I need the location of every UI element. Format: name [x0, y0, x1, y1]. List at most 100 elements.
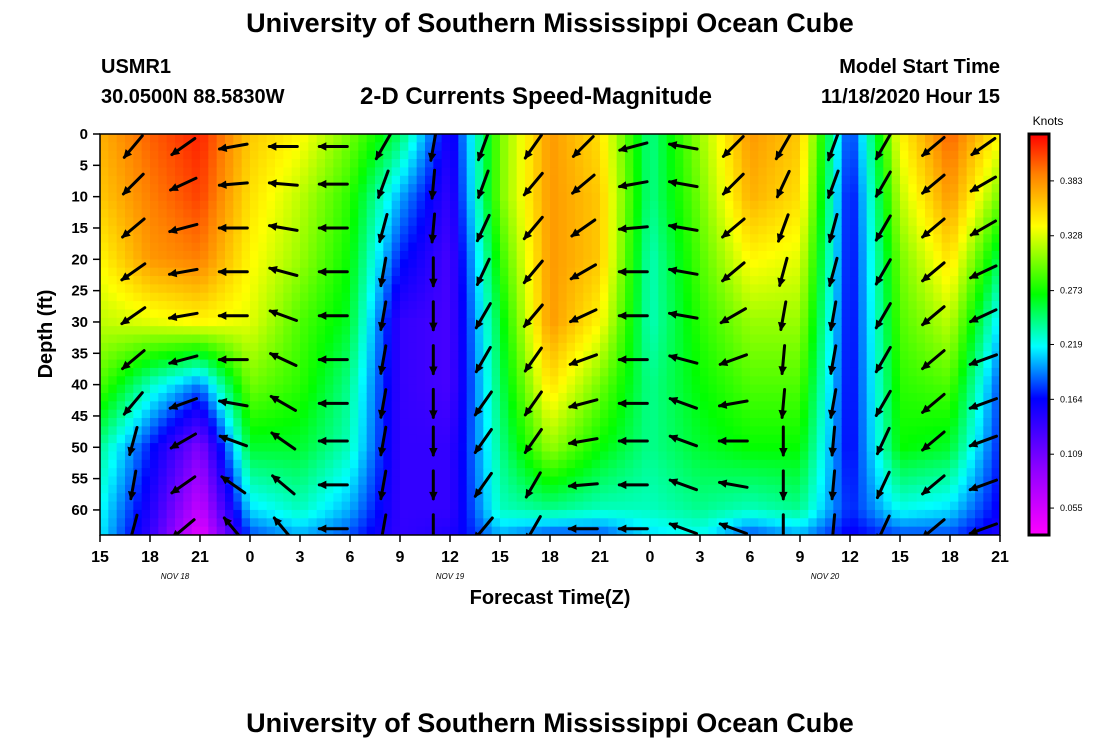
heatmap-cell [200, 142, 209, 152]
heatmap-cell [341, 276, 351, 285]
heatmap-cell [825, 209, 834, 219]
heatmap-cell [516, 309, 526, 319]
heatmap-cell [308, 501, 318, 511]
heatmap-cell [958, 451, 968, 461]
heatmap-cell [358, 301, 368, 311]
heatmap-cell [100, 225, 109, 235]
heatmap-cell [116, 259, 126, 269]
heatmap-cell [208, 359, 218, 369]
heatmap-cell [233, 426, 243, 436]
heatmap-cell [441, 242, 451, 252]
heatmap-cell [616, 426, 626, 436]
heatmap-cell [358, 217, 368, 227]
heatmap-cell [141, 334, 151, 344]
heatmap-cell [583, 159, 593, 169]
heatmap-cell [183, 468, 193, 478]
heatmap-cell [600, 259, 609, 269]
heatmap-cell [308, 267, 318, 277]
heatmap-cell [525, 309, 534, 319]
heatmap-cell [525, 367, 534, 377]
heatmap-cell [533, 426, 543, 436]
heatmap-cell [266, 459, 276, 469]
heatmap-cell [366, 334, 376, 344]
heatmap-cell [625, 175, 634, 185]
heatmap-cell [783, 359, 793, 369]
heatmap-cell [566, 409, 576, 419]
heatmap-cell [341, 501, 351, 511]
heatmap-cell [283, 242, 293, 252]
heatmap-cell [733, 167, 743, 177]
heatmap-cell [316, 434, 326, 444]
heatmap-cell [116, 326, 126, 336]
heatmap-cell [108, 234, 118, 244]
heatmap-cell [183, 484, 193, 494]
heatmap-cell [341, 259, 351, 269]
heatmap-cell [300, 175, 309, 185]
heatmap-cell [108, 175, 118, 185]
heatmap-cell [200, 309, 209, 319]
heatmap-cell [625, 426, 634, 436]
heatmap-cell [775, 451, 784, 461]
heatmap-cell [541, 334, 551, 344]
heatmap-cell [608, 225, 618, 235]
heatmap-cell [266, 526, 276, 535]
heatmap-cell [316, 334, 326, 344]
heatmap-cell [866, 150, 876, 160]
heatmap-cell [708, 250, 718, 260]
heatmap-cell [766, 392, 776, 402]
heatmap-cell [525, 351, 534, 361]
heatmap-cell [850, 418, 859, 427]
heatmap-cell [883, 200, 893, 210]
heatmap-cell [216, 392, 226, 402]
heatmap-cell [116, 142, 126, 152]
heatmap-cell [308, 326, 318, 336]
heatmap-cell [475, 476, 484, 486]
heatmap-cell [758, 468, 768, 478]
heatmap-cell [416, 159, 426, 169]
heatmap-cell [458, 443, 468, 453]
heatmap-cell [725, 418, 734, 427]
heatmap-cell [841, 418, 851, 427]
heatmap-cell [316, 317, 326, 327]
heatmap-cell [600, 134, 609, 143]
heatmap-cell [925, 217, 934, 227]
heatmap-cell [575, 209, 584, 219]
heatmap-cell [608, 242, 618, 252]
heatmap-cell [725, 167, 734, 177]
heatmap-cell [533, 159, 543, 169]
heatmap-cell [833, 142, 843, 152]
heatmap-cell [533, 367, 543, 377]
heatmap-cell [583, 326, 593, 336]
heatmap-cell [600, 342, 609, 352]
heatmap-cell [583, 284, 593, 294]
heatmap-cell [766, 184, 776, 194]
heatmap-cell [675, 184, 684, 194]
heatmap-cell [208, 392, 218, 402]
heatmap-cell [216, 493, 226, 503]
heatmap-cell [658, 234, 668, 244]
heatmap-cell [150, 476, 159, 486]
heatmap-cell [191, 284, 201, 294]
heatmap-cell [175, 493, 184, 503]
heatmap-cell [758, 476, 768, 486]
heatmap-cell [183, 301, 193, 311]
heatmap-cell [808, 159, 818, 169]
heatmap-cell [191, 250, 201, 260]
heatmap-cell [250, 301, 259, 311]
heatmap-cell [466, 167, 476, 177]
heatmap-cell [516, 184, 526, 194]
heatmap-cell [841, 518, 851, 528]
heatmap-cell [483, 376, 493, 386]
heatmap-cell [825, 384, 834, 394]
heatmap-cell [808, 175, 818, 185]
heatmap-cell [216, 159, 226, 169]
heatmap-cell [941, 267, 951, 277]
heatmap-cell [716, 225, 726, 235]
heatmap-cell [641, 451, 651, 461]
heatmap-cell [158, 526, 168, 535]
heatmap-cell [558, 200, 568, 210]
heatmap-cell [133, 292, 143, 302]
heatmap-cell [925, 518, 934, 528]
heatmap-cell [541, 142, 551, 152]
heatmap-cell [891, 434, 901, 444]
